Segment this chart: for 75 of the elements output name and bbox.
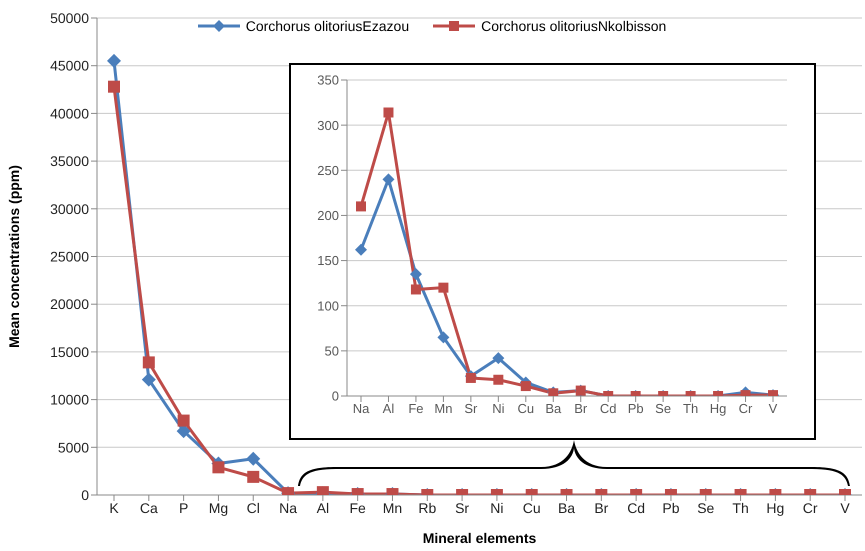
x-tick-label: Hg <box>710 401 726 416</box>
point <box>107 54 121 68</box>
x-tick-label: Pb <box>628 401 644 416</box>
y-tick-label: 20000 <box>50 296 90 312</box>
x-tick-label: Ni <box>492 401 505 416</box>
x-tick-label: K <box>109 500 120 516</box>
point <box>410 284 421 294</box>
x-tick-label: Sr <box>455 500 470 516</box>
x-axis-title: Mineral elements <box>422 530 537 546</box>
y-tick-label: 100 <box>317 298 339 314</box>
legend-label: Corchorus olitoriusEzazou <box>246 18 410 34</box>
y-tick-label: 10000 <box>50 392 90 408</box>
x-tick-label: Cl <box>246 500 260 516</box>
x-tick-label: Rb <box>418 500 436 516</box>
x-tick-label: Pb <box>662 500 680 516</box>
legend-label: Corchorus olitoriusNkolbisson <box>481 18 666 34</box>
x-tick-label: Cu <box>517 401 534 416</box>
point <box>108 80 120 93</box>
x-tick-label: Sr <box>464 401 478 416</box>
x-tick-label: Ba <box>545 401 562 416</box>
y-tick-label: 5000 <box>58 439 90 456</box>
point <box>410 268 422 280</box>
x-tick-label: V <box>768 401 778 416</box>
x-tick-label: Al <box>316 500 330 516</box>
x-tick-label: Cu <box>522 500 541 516</box>
x-tick-label: Se <box>655 401 672 416</box>
x-tick-label: Th <box>683 401 698 416</box>
y-tick-label: 35000 <box>50 153 90 170</box>
point <box>520 381 531 392</box>
x-tick-label: Cd <box>600 401 617 416</box>
point <box>356 201 366 212</box>
point <box>382 173 394 186</box>
y-tick-label: 30000 <box>50 200 90 217</box>
x-tick-label: Cd <box>627 500 646 516</box>
y-tick-label: 50 <box>324 343 339 358</box>
x-tick-label: Ni <box>490 500 504 516</box>
y-tick-label: 350 <box>317 72 339 88</box>
point <box>466 372 476 383</box>
point <box>492 352 504 364</box>
y-tick-label: 40000 <box>50 105 90 122</box>
x-tick-label: Br <box>594 500 609 516</box>
x-tick-label: Mg <box>208 500 228 516</box>
y-tick-label: 300 <box>317 118 339 133</box>
x-tick-label: Na <box>279 500 298 516</box>
y-tick-label: 25000 <box>50 248 90 264</box>
x-tick-label: Na <box>352 401 370 416</box>
y-axis-title: Mean concentrations (ppm) <box>6 165 22 348</box>
y-tick-label: 0 <box>81 486 90 503</box>
point <box>438 282 448 293</box>
point <box>493 374 504 385</box>
y-tick-label: 15000 <box>50 344 90 360</box>
y-tick-label: 200 <box>317 208 339 224</box>
y-tick-label: 50000 <box>50 10 90 26</box>
y-tick-label: 250 <box>317 162 339 178</box>
point <box>355 244 367 256</box>
point <box>437 331 450 344</box>
y-tick-label: 150 <box>317 253 339 268</box>
x-tick-label: Hg <box>766 500 784 516</box>
x-tick-label: Ba <box>558 500 576 516</box>
x-tick-label: V <box>840 500 850 516</box>
x-tick-label: Mn <box>434 401 452 416</box>
x-tick-label: Fe <box>349 500 366 516</box>
point <box>383 108 394 118</box>
y-tick-label: 45000 <box>50 58 90 74</box>
x-tick-label: Cr <box>802 500 818 516</box>
x-tick-label: Se <box>697 500 715 516</box>
x-tick-label: Cr <box>738 401 754 416</box>
x-tick-label: Br <box>574 401 588 416</box>
x-tick-label: Al <box>382 401 394 416</box>
y-tick-label: 0 <box>332 388 339 404</box>
x-tick-label: Th <box>732 500 749 516</box>
x-tick-label: Mn <box>382 500 402 516</box>
x-tick-label: P <box>178 500 188 516</box>
x-tick-label: Ca <box>140 500 158 516</box>
x-tick-label: Fe <box>408 401 424 416</box>
